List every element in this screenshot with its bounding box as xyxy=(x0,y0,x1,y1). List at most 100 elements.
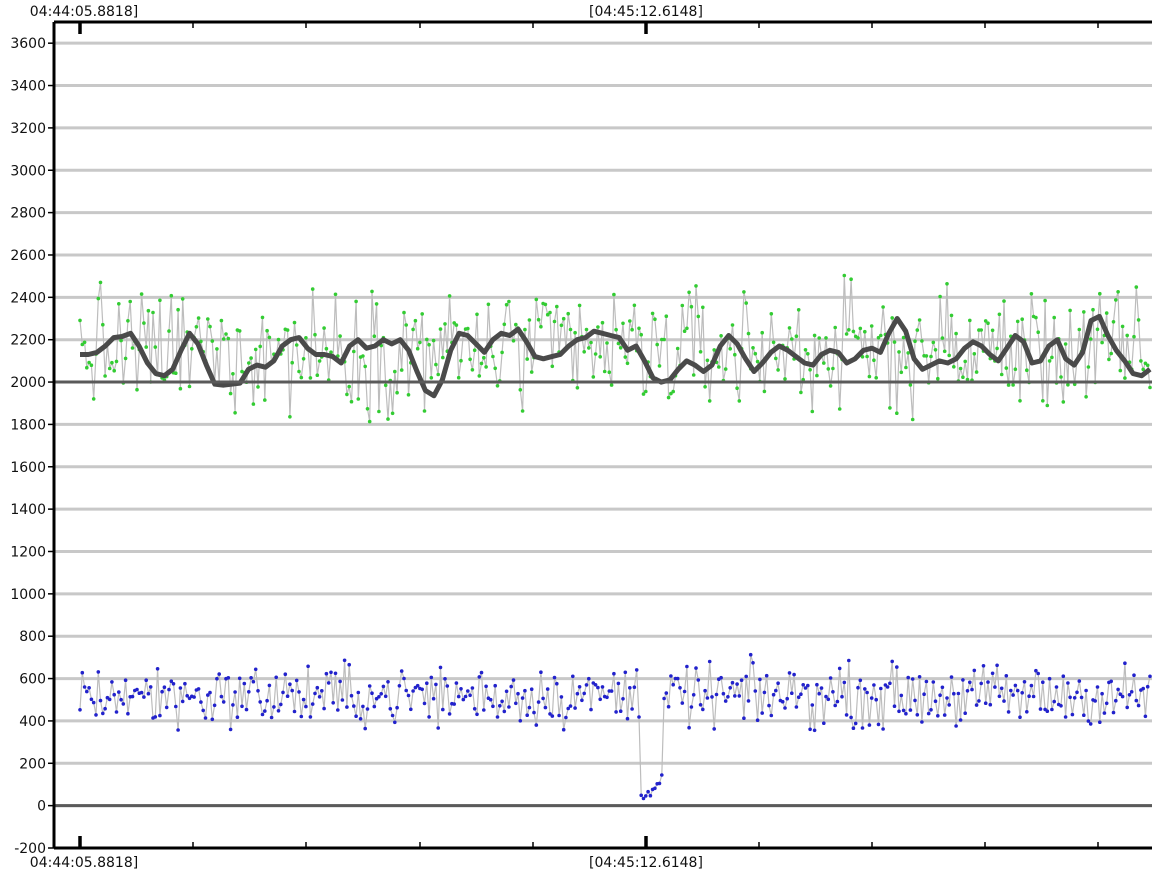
raw-line xyxy=(79,275,1151,422)
raw-point xyxy=(853,721,858,726)
raw-point xyxy=(249,356,253,360)
raw-point xyxy=(1004,366,1009,370)
raw-point xyxy=(260,315,265,320)
raw-point xyxy=(580,698,584,703)
raw-point xyxy=(219,694,224,699)
raw-point xyxy=(1018,715,1022,719)
raw-point xyxy=(178,386,183,391)
raw-point xyxy=(1100,691,1104,696)
raw-point xyxy=(755,359,760,364)
raw-point xyxy=(776,681,780,685)
raw-point xyxy=(712,727,716,731)
raw-point xyxy=(707,399,712,403)
raw-point xyxy=(771,692,776,697)
raw-point xyxy=(101,322,105,327)
raw-point xyxy=(874,697,878,702)
raw-point xyxy=(641,796,646,801)
y-tick-label: 1800 xyxy=(10,417,46,433)
raw-point xyxy=(561,727,566,732)
raw-point xyxy=(502,709,507,714)
raw-point xyxy=(290,688,295,693)
raw-point xyxy=(867,374,872,379)
raw-point xyxy=(130,694,135,699)
raw-point xyxy=(523,688,527,693)
raw-point xyxy=(694,284,698,288)
raw-point xyxy=(441,355,445,360)
raw-point xyxy=(666,395,671,400)
raw-point xyxy=(180,699,185,704)
raw-point xyxy=(771,340,776,345)
raw-point xyxy=(413,318,418,323)
raw-point xyxy=(844,332,849,336)
raw-point xyxy=(573,330,577,335)
raw-point xyxy=(484,684,488,689)
raw-point xyxy=(91,700,96,705)
raw-point xyxy=(799,390,803,395)
raw-point xyxy=(472,348,477,353)
raw-point xyxy=(228,391,233,396)
raw-point xyxy=(301,697,306,702)
raw-point xyxy=(906,351,910,355)
raw-point xyxy=(872,683,876,687)
raw-point xyxy=(231,372,235,376)
raw-point xyxy=(783,377,787,381)
raw-point xyxy=(837,407,842,411)
raw-point xyxy=(1020,317,1024,322)
raw-point xyxy=(281,690,285,695)
raw-point xyxy=(500,699,504,704)
raw-point xyxy=(915,713,920,717)
raw-point xyxy=(1063,342,1068,346)
raw-point xyxy=(929,708,933,712)
raw-point xyxy=(1086,365,1091,369)
raw-point xyxy=(354,714,358,718)
raw-point xyxy=(1148,674,1152,679)
raw-point xyxy=(780,699,785,704)
raw-point xyxy=(80,342,85,347)
raw-point xyxy=(986,680,990,684)
raw-point xyxy=(826,697,831,702)
raw-point xyxy=(548,712,552,716)
y-tick-label: 2800 xyxy=(10,206,46,222)
raw-point xyxy=(657,781,662,786)
raw-point xyxy=(299,375,304,380)
x-tick-label-top: [04:45:12.6148] xyxy=(589,4,703,20)
raw-point xyxy=(913,339,917,344)
raw-point xyxy=(662,337,666,342)
raw-point xyxy=(774,356,778,361)
raw-point xyxy=(1059,704,1063,708)
raw-point xyxy=(1009,688,1013,693)
raw-point xyxy=(509,684,513,689)
raw-point xyxy=(171,682,176,686)
raw-point xyxy=(445,684,450,688)
raw-point xyxy=(892,704,897,708)
raw-point xyxy=(817,691,821,696)
raw-point xyxy=(543,302,548,307)
raw-point xyxy=(1084,688,1088,693)
raw-point xyxy=(126,711,130,716)
raw-point xyxy=(769,312,774,316)
raw-point xyxy=(317,695,322,699)
raw-point xyxy=(402,310,406,315)
raw-point xyxy=(876,335,881,340)
raw-point xyxy=(555,681,559,686)
raw-point xyxy=(744,301,748,305)
raw-point xyxy=(347,662,352,667)
raw-point xyxy=(121,702,126,706)
raw-point xyxy=(142,695,146,699)
raw-point xyxy=(796,695,801,699)
raw-point xyxy=(217,672,221,676)
raw-point xyxy=(543,705,548,710)
y-tick-label: 2200 xyxy=(10,333,46,349)
raw-point xyxy=(1041,680,1045,684)
raw-point xyxy=(587,676,591,681)
raw-point xyxy=(924,679,929,684)
raw-point xyxy=(899,693,904,698)
raw-point xyxy=(1132,334,1136,339)
raw-point xyxy=(587,346,591,350)
raw-point xyxy=(1038,707,1043,711)
raw-point xyxy=(648,793,653,798)
raw-point xyxy=(860,726,865,730)
raw-point xyxy=(600,320,605,325)
raw-point xyxy=(285,328,290,332)
